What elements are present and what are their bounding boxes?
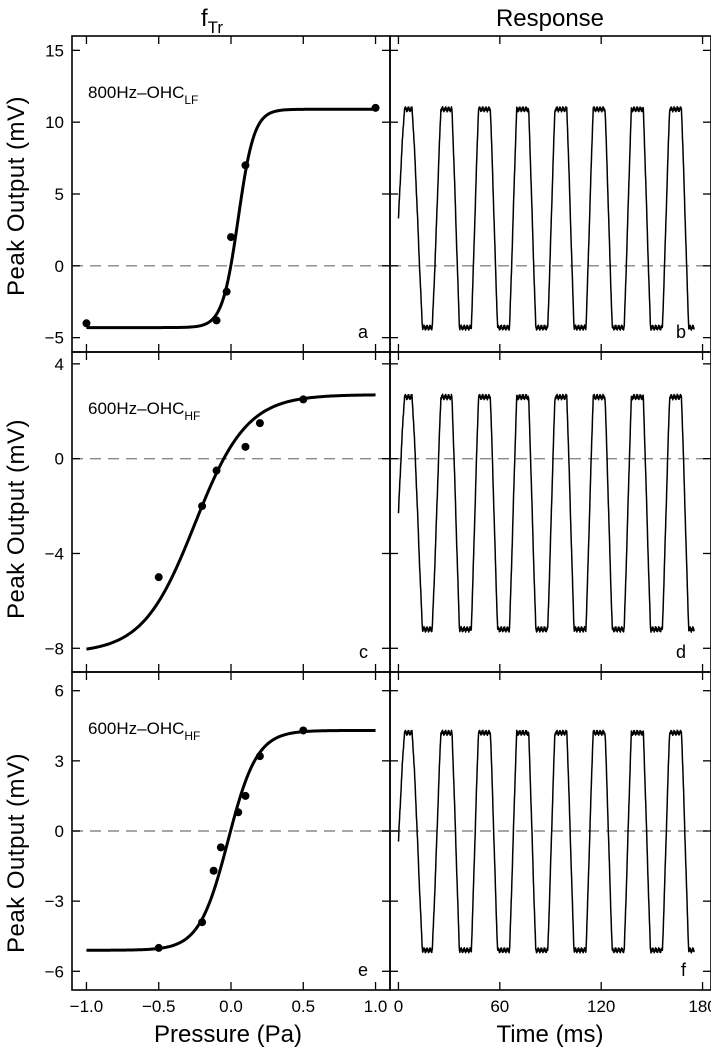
data-point <box>198 918 207 927</box>
panel-letter: e <box>358 960 368 980</box>
y-tick-label: 10 <box>45 113 64 132</box>
data-point <box>241 161 250 170</box>
y-axis-label-bottom: Peak Output (mV) <box>3 753 30 953</box>
data-point <box>212 466 221 475</box>
y-axis-label-middle: Peak Output (mV) <box>3 419 30 619</box>
response-waveform <box>397 393 695 633</box>
x-tick-label: −1.0 <box>70 997 104 1016</box>
y-tick-label: 0 <box>55 822 64 841</box>
panel-letter: f <box>681 960 687 980</box>
y-tick-label: 15 <box>45 41 64 60</box>
response-waveform <box>397 105 695 331</box>
data-point <box>82 319 91 328</box>
panel-a: 15 10 5 0 −5 a 800Hz–OHCLF <box>45 35 391 353</box>
y-tick-label: 3 <box>55 752 64 771</box>
x-tick-label: 1.0 <box>364 997 388 1016</box>
data-point <box>222 287 231 296</box>
panel-e: 6 3 0 −3 −6 −1.0 −0.5 0.0 0.5 1.0 e 600Hz–OHCHF <box>45 671 391 1016</box>
y-tick-label: −3 <box>45 892 64 911</box>
y-tick-label: −4 <box>45 544 64 563</box>
data-point <box>241 791 250 800</box>
data-point <box>198 502 207 511</box>
panel-letter: c <box>359 642 368 662</box>
data-point <box>209 866 218 875</box>
panel-c: 4 0 −4 −8 c 600Hz–OHCHF <box>45 351 391 673</box>
data-point <box>241 442 250 451</box>
data-point <box>255 752 264 761</box>
y-tick-label: −8 <box>45 639 64 658</box>
condition-label: 800Hz–OHCLF <box>88 83 198 107</box>
condition-label: 600Hz–OHCHF <box>88 399 200 423</box>
panel-letter: d <box>676 642 686 662</box>
data-point <box>299 726 308 735</box>
panel-d: d <box>389 351 711 673</box>
right-column-title: Response <box>496 5 604 32</box>
left-column-title: fTr <box>201 5 223 37</box>
panel-b: b <box>389 35 711 353</box>
y-tick-label: 6 <box>55 682 64 701</box>
y-tick-label: −6 <box>45 962 64 981</box>
panel-letter: a <box>358 322 369 342</box>
x-tick-label: 0.5 <box>291 997 315 1016</box>
boltzmann-fit-line <box>86 393 376 651</box>
x-tick-label: 0 <box>394 997 403 1016</box>
data-point <box>212 316 221 325</box>
x-tick-label: 120 <box>587 997 615 1016</box>
data-point <box>154 943 163 952</box>
y-tick-label: 5 <box>55 185 64 204</box>
x-tick-label: 60 <box>490 997 509 1016</box>
response-waveform <box>397 729 695 954</box>
boltzmann-fit-line <box>86 728 376 952</box>
data-point <box>154 573 163 582</box>
x-axis-label-pressure: Pressure (Pa) <box>154 1021 302 1048</box>
data-point <box>255 419 264 428</box>
x-tick-label: −0.5 <box>142 997 176 1016</box>
y-tick-label: 4 <box>55 355 64 374</box>
y-tick-label: 0 <box>55 450 64 469</box>
x-axis-label-time: Time (ms) <box>496 1021 603 1048</box>
data-point <box>299 395 308 404</box>
y-tick-label: 0 <box>55 257 64 276</box>
panel-f: 0 60 120 180f <box>389 671 711 1016</box>
x-tick-label: 180 <box>688 997 711 1016</box>
data-point <box>371 103 380 112</box>
data-point <box>227 233 235 242</box>
data-point <box>234 808 243 817</box>
y-tick-label: −5 <box>45 329 64 348</box>
condition-label: 600Hz–OHCHF <box>88 719 200 743</box>
y-axis-label-top: Peak Output (mV) <box>3 96 30 296</box>
panel-letter: b <box>676 322 686 342</box>
data-point <box>216 843 225 852</box>
x-tick-label: 0.0 <box>219 997 243 1016</box>
boltzmann-fit-line <box>86 107 376 330</box>
